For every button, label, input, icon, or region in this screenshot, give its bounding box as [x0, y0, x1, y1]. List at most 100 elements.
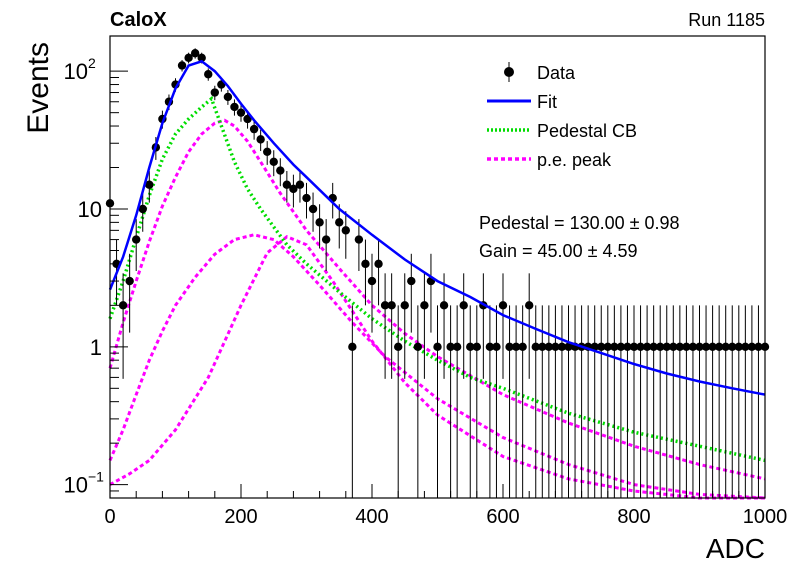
- data-point: [420, 301, 429, 310]
- data-point: [387, 301, 396, 310]
- data-point: [289, 184, 298, 194]
- y-tick-label: 10: [64, 59, 88, 84]
- data-point: [400, 301, 409, 310]
- data-point: [721, 342, 730, 352]
- data-point: [459, 301, 468, 310]
- data-point: [557, 342, 567, 352]
- fit-parameter: Pedestal = 130.00 ±0.98: [479, 213, 680, 233]
- data-point: [518, 342, 527, 352]
- data-point: [204, 70, 213, 79]
- data-point: [682, 342, 691, 352]
- data-point: [747, 342, 757, 352]
- data-point: [564, 342, 573, 352]
- fit-annotations: Pedestal = 130.00 ±0.98 Gain = 45.00 ±4.59: [479, 213, 680, 261]
- data-point: [452, 342, 462, 352]
- legend-label: Fit: [537, 92, 557, 112]
- data-point: [695, 342, 704, 352]
- data-point: [610, 342, 619, 352]
- x-tick-label: 800: [617, 506, 650, 528]
- data-point: [623, 342, 632, 352]
- data-point: [675, 342, 685, 352]
- data-point: [341, 226, 350, 235]
- x-tick-label: 600: [486, 506, 519, 528]
- data-point: [315, 218, 324, 227]
- x-tick-label: 400: [355, 506, 388, 528]
- data-point: [485, 342, 495, 352]
- fit-parameter-error: 0.98: [645, 213, 680, 233]
- data-point: [616, 342, 626, 352]
- data-point: [531, 342, 540, 352]
- x-axis-label: ADC: [706, 533, 765, 564]
- legend-label: Pedestal CB: [537, 121, 637, 141]
- data-point: [754, 342, 763, 352]
- data-point: [138, 204, 147, 214]
- data-point: [249, 124, 259, 134]
- pe-peak-curve-1: [108, 118, 766, 481]
- data-point: [210, 88, 219, 97]
- y-tick-exponent: 2: [88, 55, 96, 71]
- data-point: [439, 301, 449, 310]
- data-point: [263, 147, 272, 157]
- data-point: [472, 342, 481, 352]
- data-point: [498, 301, 508, 310]
- data-point: [132, 235, 141, 244]
- data-point: [551, 342, 560, 352]
- data-point: [629, 342, 639, 352]
- data-point: [223, 92, 233, 102]
- data-point: [118, 301, 128, 310]
- run-label: Run 1185: [688, 10, 765, 30]
- data-point: [145, 180, 154, 189]
- data-point: [597, 342, 606, 352]
- experiment-label: CaloX: [110, 9, 167, 31]
- plot-frame: [109, 35, 766, 499]
- data-point: [544, 342, 554, 352]
- y-tick-label: 1: [90, 335, 102, 360]
- x-tick-label: 200: [224, 506, 257, 528]
- plus-minus: ±: [630, 213, 640, 233]
- data-point: [505, 342, 514, 352]
- data-point: [701, 342, 711, 352]
- data-point: [243, 114, 252, 124]
- legend-data-marker: [504, 67, 514, 77]
- data-point: [642, 342, 652, 352]
- data-point: [669, 342, 678, 352]
- data-point: [335, 218, 344, 227]
- data-point: [302, 193, 311, 203]
- data-point: [276, 166, 285, 175]
- data-point: [714, 342, 724, 352]
- fit-parameter-value: Gain = 45.00: [479, 241, 583, 261]
- data-point: [649, 342, 658, 352]
- x-axis: 0 200 400 600 800 1000: [104, 484, 787, 528]
- data-point: [269, 157, 278, 167]
- data-point: [177, 61, 187, 70]
- data-point: [190, 49, 200, 58]
- data-point: [728, 342, 737, 352]
- data-point: [125, 276, 134, 286]
- pe-peak-curve-3: [109, 234, 765, 500]
- legend-label: p.e. peak: [537, 150, 612, 170]
- data-point: [282, 180, 292, 189]
- x-tick-label: 1000: [743, 506, 788, 528]
- data-point: [688, 342, 698, 352]
- data-point: [525, 301, 534, 310]
- data-point: [308, 204, 318, 214]
- y-tick-exponent: −1: [88, 469, 104, 485]
- legend: Data Fit Pedestal CB p.e. peak: [487, 62, 637, 170]
- data-point: [708, 342, 717, 352]
- data-point: [538, 342, 547, 352]
- data-point: [656, 342, 665, 352]
- data-point: [361, 259, 370, 269]
- y-tick-label: 10: [64, 473, 88, 498]
- data-point: [295, 180, 305, 189]
- data-point: [354, 235, 364, 244]
- data-point: [511, 342, 521, 352]
- data-point: [394, 342, 403, 352]
- fit-curve: [108, 59, 766, 396]
- data-point: [184, 53, 193, 63]
- fit-parameter-error: 4.59: [602, 241, 637, 261]
- data-point: [413, 342, 423, 352]
- data-point: [367, 276, 377, 286]
- y-tick-label: 10: [78, 197, 102, 222]
- data-point: [236, 108, 246, 117]
